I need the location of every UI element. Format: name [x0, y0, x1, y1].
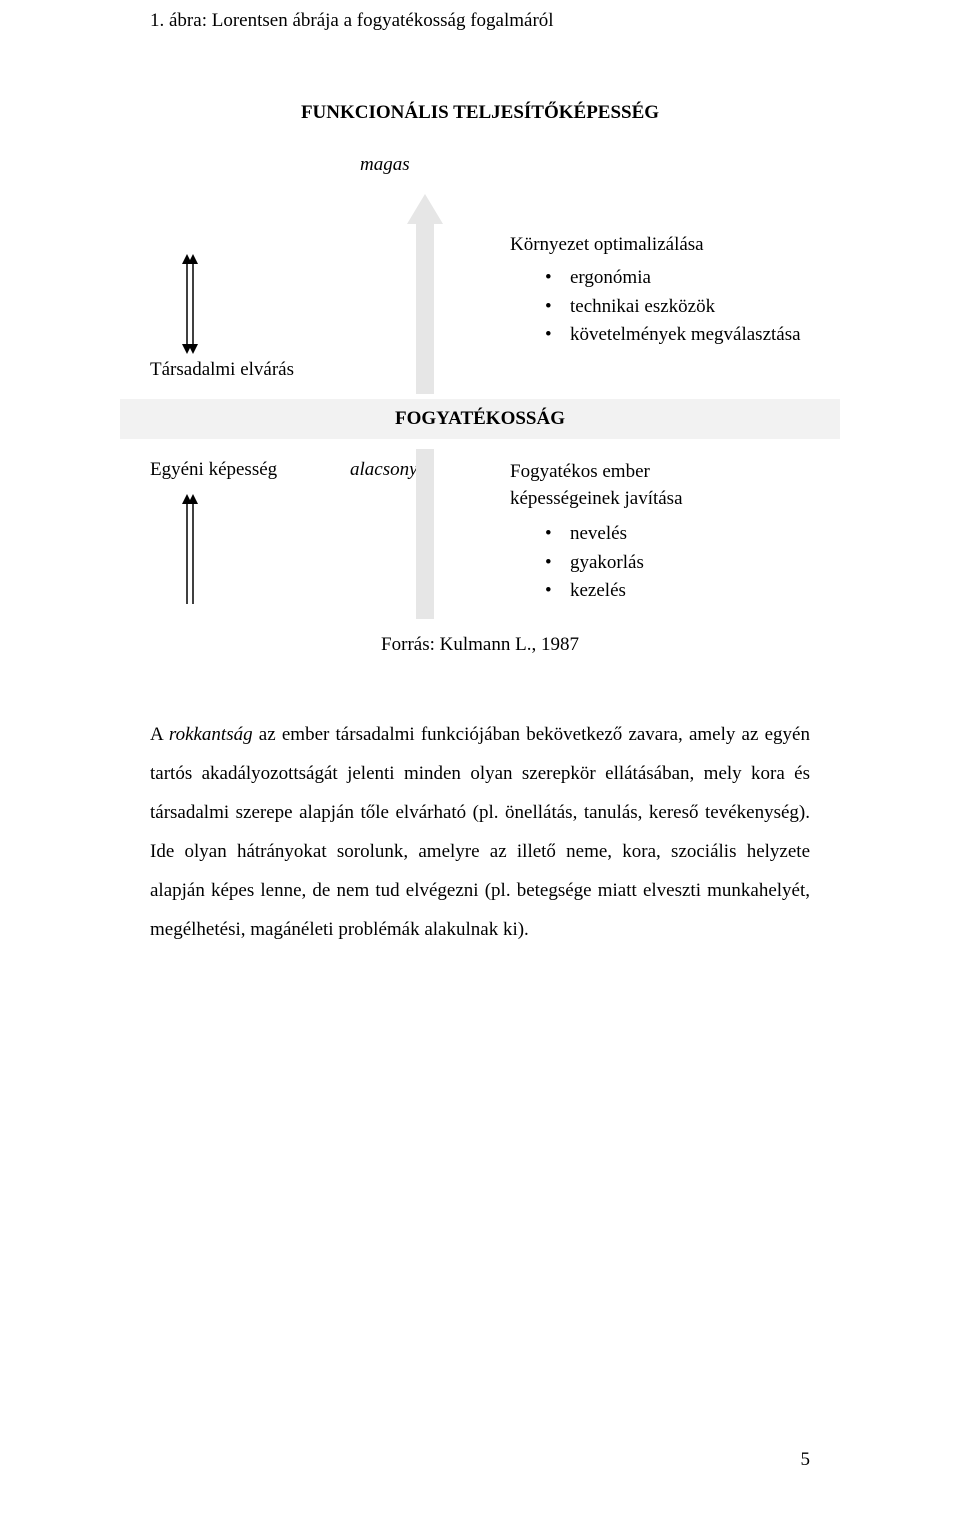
main-heading: FUNKCIONÁLIS TELJESÍTŐKÉPESSÉG	[150, 102, 810, 124]
disability-band: FOGYATÉKOSSÁG	[120, 399, 840, 439]
left-up-arrow-icon	[180, 494, 200, 604]
ability-improvement-heading: Fogyatékos ember képességeinek javítása	[510, 459, 683, 512]
list-item: követelmények megválasztása	[545, 321, 801, 350]
ability-improvement-block: Fogyatékos ember képességeinek javítása …	[510, 459, 683, 606]
social-expectation-label: Társadalmi elvárás	[150, 359, 294, 381]
ability-improvement-heading-line1: Fogyatékos ember	[510, 461, 650, 482]
down-arrow-shaft-icon	[407, 449, 443, 619]
list-item: technikai eszközök	[545, 293, 801, 322]
up-arrow-icon	[407, 194, 443, 394]
env-optimization-block: Környezet optimalizálása ergonómia techn…	[510, 234, 801, 350]
body-paragraph: A rokkantság az ember társadalmi funkció…	[150, 716, 810, 950]
list-item: nevelés	[545, 520, 683, 549]
page-number: 5	[801, 1449, 811, 1471]
list-item: gyakorlás	[545, 549, 683, 578]
list-item: ergonómia	[545, 264, 801, 293]
env-optimization-heading: Környezet optimalizálása	[510, 234, 801, 256]
lead-italic: rokkantság	[169, 724, 253, 745]
page-title: 1. ábra: Lorentsen ábrája a fogyatékossá…	[150, 10, 810, 32]
left-double-arrow-top-icon	[180, 254, 200, 354]
env-optimization-list: ergonómia technikai eszközök követelmény…	[510, 264, 801, 350]
ability-improvement-heading-line2: képességeinek javítása	[510, 488, 683, 509]
list-item: kezelés	[545, 577, 683, 606]
top-axis-label: magas	[360, 154, 410, 176]
source-label: Forrás: Kulmann L., 1987	[150, 634, 810, 656]
ability-improvement-list: nevelés gyakorlás kezelés	[510, 520, 683, 606]
individual-ability-label: Egyéni képesség	[150, 459, 277, 481]
disability-band-label: FOGYATÉKOSSÁG	[395, 408, 565, 430]
diagram-area: magas Környezet optimalizálása ergonómia…	[150, 154, 810, 634]
